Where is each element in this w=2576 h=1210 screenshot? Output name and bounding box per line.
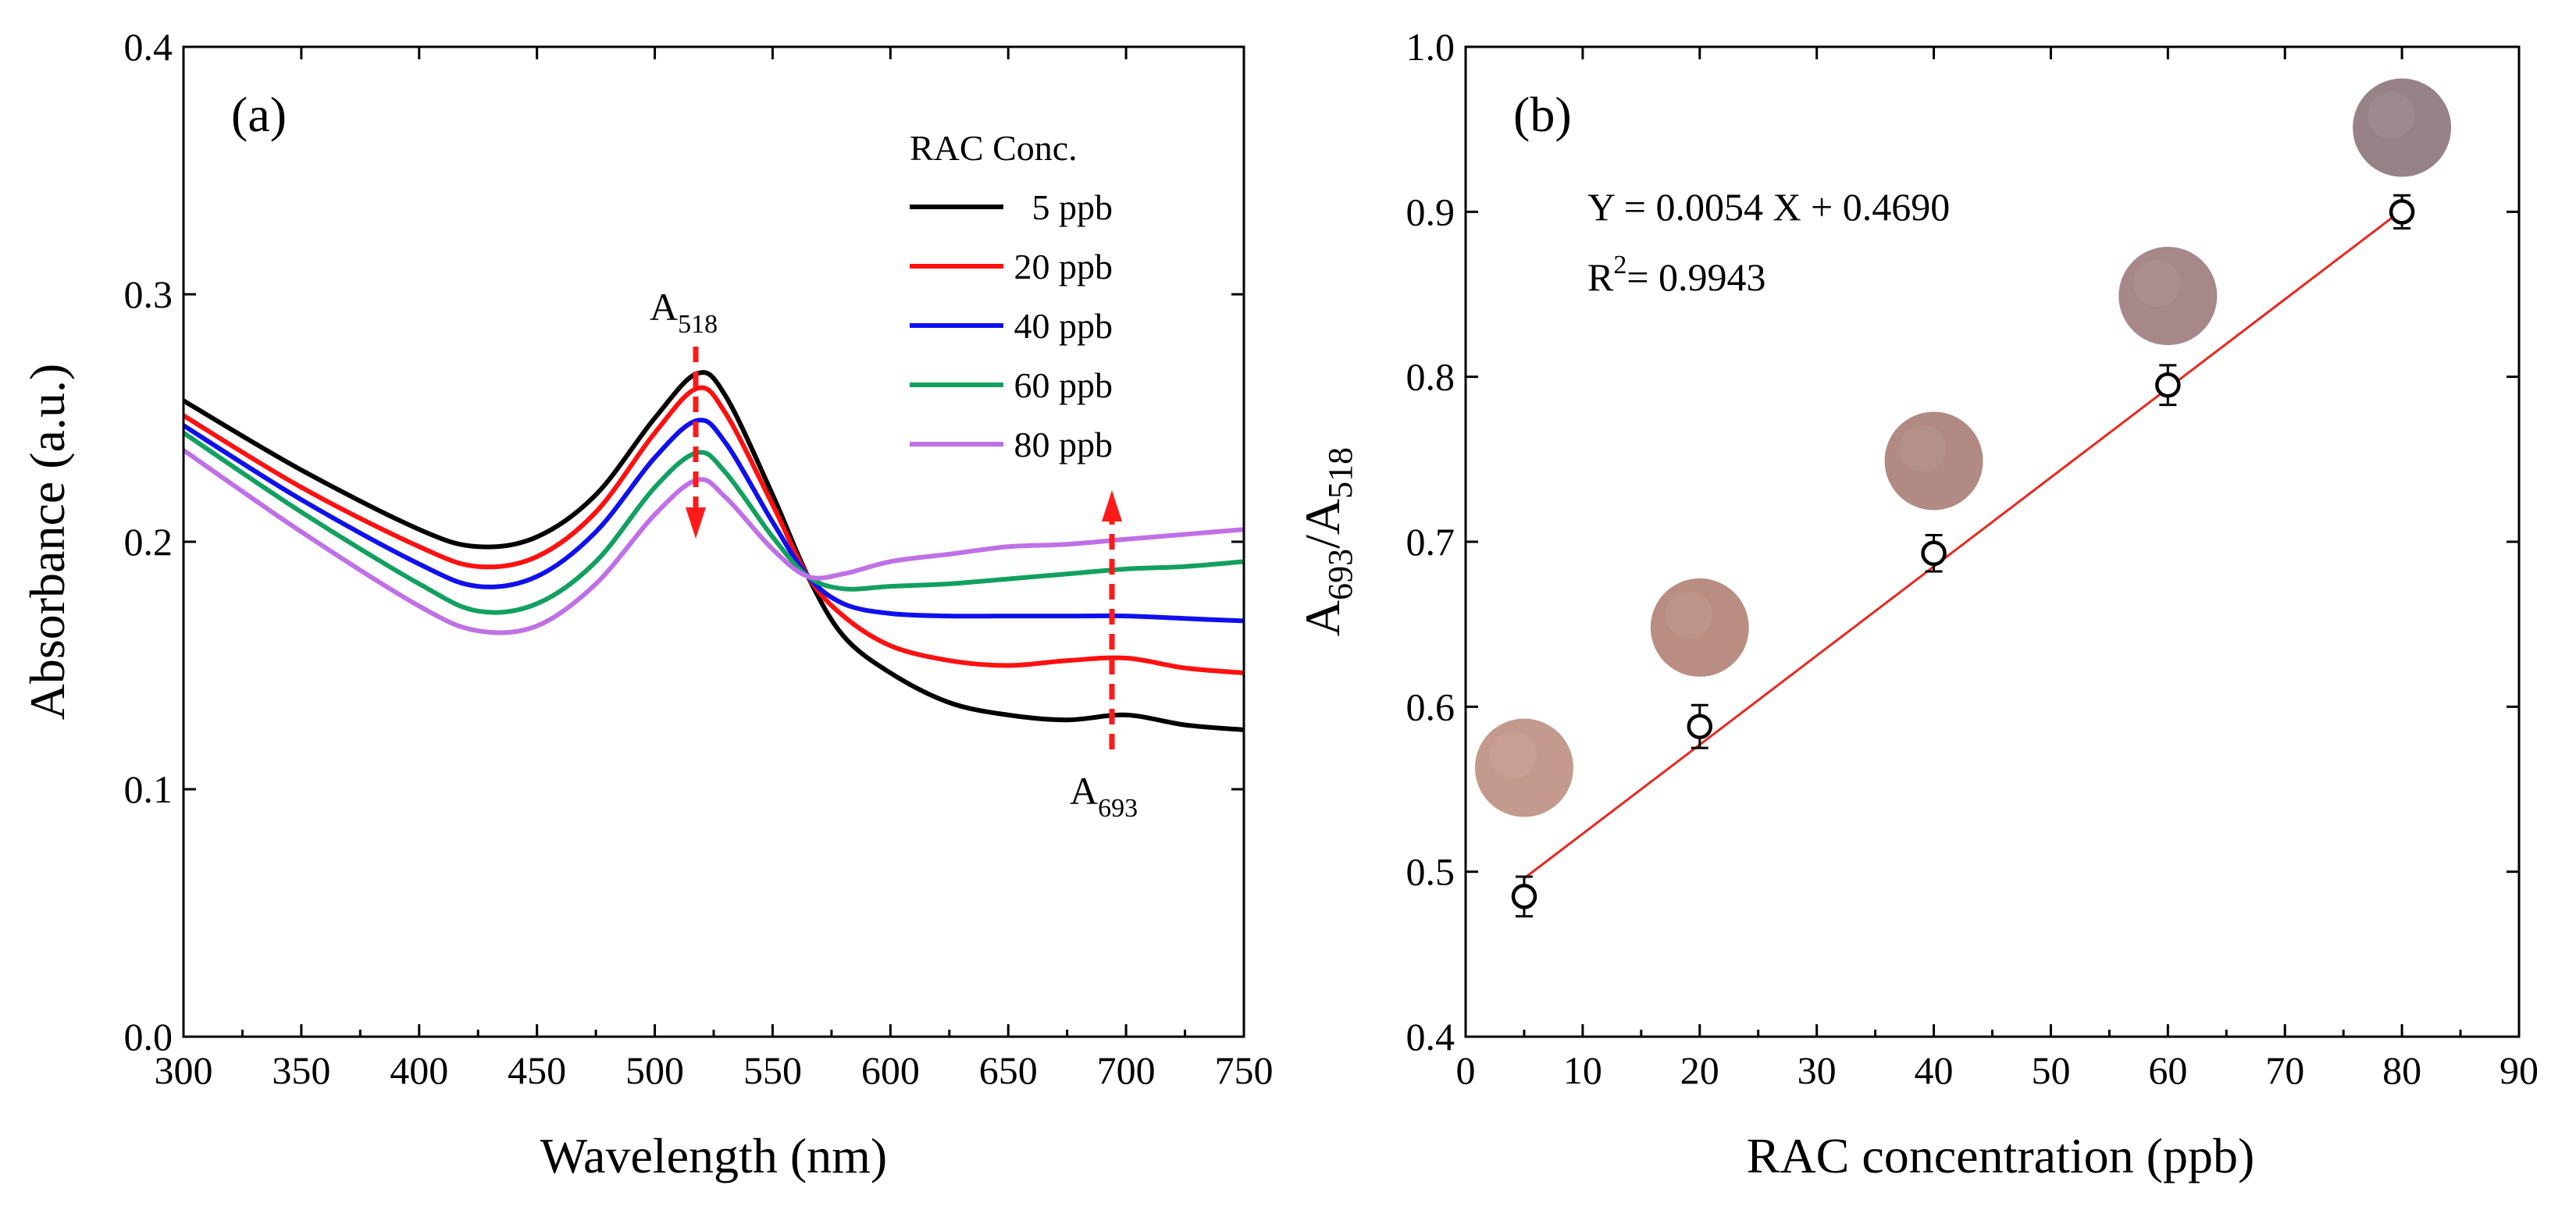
swatch-highlight xyxy=(1899,425,1947,472)
data-point xyxy=(1511,884,1537,909)
panel-a-y-axis: 0.0 0.1 0.2 0.3 0.4 xyxy=(124,25,1244,1059)
valley-a693-label: A693 xyxy=(1070,769,1138,823)
panel-a-x-axis-label: Wavelength (nm) xyxy=(540,1128,887,1183)
data-point xyxy=(2389,199,2415,225)
panel-a-x-axis: 300 350 400 450 500 550 600 650 700 750 xyxy=(155,47,1274,1092)
error-bars xyxy=(1515,194,2411,918)
x-tick-label: 400 xyxy=(390,1048,448,1092)
swatch-highlight xyxy=(1489,731,1537,779)
spectrum-60-ppb xyxy=(182,431,1245,615)
y-tick-label: 0.0 xyxy=(124,1015,173,1059)
spectrum-80-ppb xyxy=(182,448,1245,635)
x-tick-label: 600 xyxy=(861,1048,920,1092)
legend-entry: 40 ppb xyxy=(1014,306,1113,346)
legend-entry: 20 ppb xyxy=(1014,247,1113,286)
fit-equation: Y = 0.0054 X + 0.4690 xyxy=(1587,185,1950,229)
legend-title: RAC Conc. xyxy=(910,128,1078,168)
x-tick-label: 0 xyxy=(1456,1048,1476,1092)
panel-b-label: (b) xyxy=(1513,87,1572,142)
spectrum-5-ppb xyxy=(182,370,1245,732)
panel-b-calibration: 0 10 20 30 40 50 60 70 80 90 0.4 0.5 0.6 0.7 0.8 0.9 1.… xyxy=(1295,25,2539,1183)
y-tick-label: 0.7 xyxy=(1406,520,1455,564)
panel-a-absorbance-spectra: 300 350 400 450 500 550 600 650 700 750 0.0 0.1 0.2… xyxy=(20,25,1274,1183)
panel-b-y-axis-label: A693/A518 xyxy=(1295,447,1359,636)
x-tick-label: 40 xyxy=(1915,1048,1954,1092)
spectra-curves xyxy=(182,370,1245,732)
peak-down-arrow-head xyxy=(686,507,706,539)
legend: 5 ppb 20 ppb 40 ppb 60 ppb 80 ppb xyxy=(910,187,1113,464)
y-tick-label: 0.4 xyxy=(124,25,173,69)
color-swatch xyxy=(1884,411,1983,511)
y-tick-label: 0.8 xyxy=(1406,355,1455,399)
swatch-highlight xyxy=(1665,591,1712,639)
spectrum-40-ppb xyxy=(182,418,1245,624)
y-tick-label: 0.5 xyxy=(1406,850,1455,894)
color-swatch xyxy=(2118,247,2218,346)
swatch-highlight xyxy=(2368,91,2415,139)
peak-a518-label: A518 xyxy=(650,285,718,339)
panel-b-y-axis: 0.4 0.5 0.6 0.7 0.8 0.9 1.0 xyxy=(1406,25,2519,1059)
legend-entry: 60 ppb xyxy=(1014,365,1113,405)
panel-a-y-axis-label: Absorbance (a.u.) xyxy=(20,364,75,721)
x-tick-label: 350 xyxy=(272,1048,330,1092)
data-points xyxy=(1511,199,2415,909)
x-tick-label: 300 xyxy=(155,1048,213,1092)
data-point xyxy=(1687,714,1713,739)
x-tick-label: 700 xyxy=(1097,1048,1156,1092)
x-tick-label: 650 xyxy=(979,1048,1038,1092)
x-tick-label: 90 xyxy=(2499,1048,2539,1092)
panel-a-label: (a) xyxy=(231,87,287,142)
x-tick-label: 750 xyxy=(1215,1048,1274,1092)
x-tick-label: 450 xyxy=(508,1048,566,1092)
y-tick-label: 0.9 xyxy=(1406,190,1455,233)
data-point xyxy=(1921,540,1947,567)
color-swatch xyxy=(1474,718,1573,817)
y-tick-label: 0.1 xyxy=(124,767,173,811)
color-swatch xyxy=(1650,578,1749,677)
fit-line xyxy=(1523,209,2403,880)
x-tick-label: 80 xyxy=(2382,1048,2421,1092)
y-tick-label: 1.0 xyxy=(1406,25,1455,69)
y-tick-label: 0.3 xyxy=(124,272,173,316)
x-tick-label: 500 xyxy=(625,1048,684,1092)
legend-entry: 5 ppb xyxy=(1032,187,1113,227)
x-tick-label: 60 xyxy=(2148,1048,2187,1092)
swatch-highlight xyxy=(2133,260,2181,308)
y-tick-label: 0.2 xyxy=(124,520,173,564)
legend-entry: 80 ppb xyxy=(1014,425,1113,464)
x-tick-label: 550 xyxy=(743,1048,802,1092)
valley-up-arrow-head xyxy=(1102,490,1122,521)
panel-b-x-axis-label: RAC concentration (ppb) xyxy=(1747,1128,2255,1183)
x-tick-label: 50 xyxy=(2031,1048,2070,1092)
y-tick-label: 0.6 xyxy=(1406,685,1455,728)
color-swatches xyxy=(1474,78,2452,817)
x-tick-label: 30 xyxy=(1797,1048,1837,1092)
r-squared: R2= 0.9943 xyxy=(1587,251,1766,299)
color-swatch xyxy=(2353,78,2452,177)
x-tick-label: 70 xyxy=(2265,1048,2304,1092)
x-tick-label: 10 xyxy=(1563,1048,1602,1092)
y-tick-label: 0.4 xyxy=(1406,1015,1455,1059)
panel-b-x-axis: 0 10 20 30 40 50 60 70 80 90 xyxy=(1456,47,2539,1092)
data-point xyxy=(2155,372,2181,398)
x-tick-label: 20 xyxy=(1680,1048,1719,1092)
spectrum-20-ppb xyxy=(182,385,1245,675)
